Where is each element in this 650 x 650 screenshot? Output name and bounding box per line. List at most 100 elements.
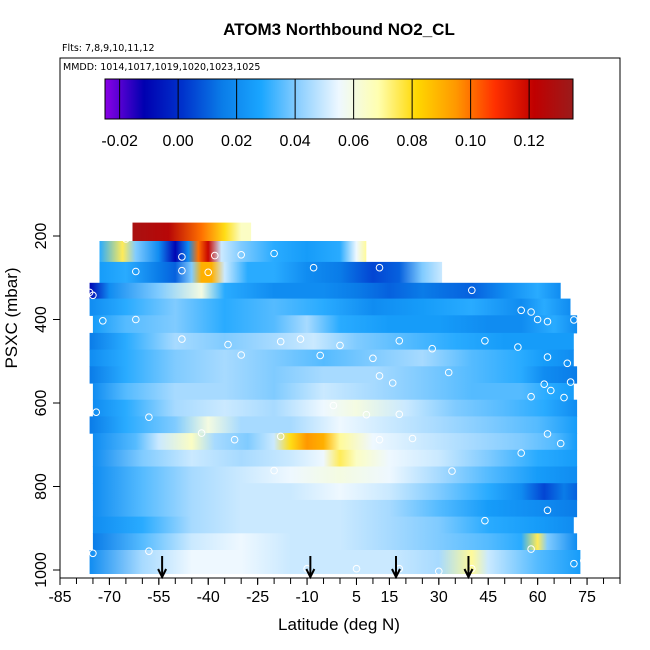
sample-point [547, 386, 555, 395]
heatmap-band [89, 298, 571, 316]
x-tick-label: -25 [246, 589, 269, 606]
sample-points [79, 235, 588, 576]
sample-point [178, 335, 186, 343]
x-tick-label: 60 [529, 589, 547, 606]
y-tick-label: 400 [33, 306, 50, 333]
x-axis: -85 -70 -55 -40 -25 -10 5 15 30 45 60 75 [48, 577, 621, 606]
sample-point [566, 378, 575, 386]
heatmap-band [92, 315, 578, 334]
sample-point [178, 253, 186, 261]
sample-point [270, 249, 278, 258]
sample-point [517, 306, 526, 315]
sample-point [388, 379, 397, 387]
sample-point [468, 286, 476, 295]
sample-point [89, 549, 97, 558]
sample-point [448, 467, 456, 475]
sample-point [309, 263, 318, 272]
sample-point [580, 557, 588, 565]
x-tick-label: -85 [48, 589, 71, 606]
sample-point [92, 408, 100, 417]
x-tick-label: -40 [197, 589, 220, 606]
heatmap-band [92, 483, 578, 501]
x-tick-label: 30 [430, 589, 448, 606]
sample-point [132, 267, 140, 276]
heatmap-band [89, 349, 574, 367]
sample-point [211, 251, 219, 260]
heatmap-band [92, 516, 574, 534]
sample-point [224, 340, 232, 349]
sample-point [204, 268, 212, 277]
sample-point [237, 251, 245, 259]
sample-point [375, 263, 384, 272]
sample-point [527, 308, 535, 316]
profile-arrow [157, 556, 168, 580]
chart-title: ATOM3 Northbound NO2_CL [223, 20, 455, 39]
sample-point [517, 449, 526, 457]
colorbar-tick-label: 0.04 [280, 133, 311, 150]
sample-point [270, 466, 278, 475]
sample-point [375, 372, 384, 380]
sample-point [89, 246, 97, 255]
heatmap-band [92, 433, 578, 451]
heatmap-band [89, 550, 581, 574]
sample-point [362, 410, 371, 419]
sample-point [408, 434, 417, 443]
x-tick-label: 75 [578, 589, 596, 606]
sample-point [276, 337, 285, 346]
heatmap-band [99, 261, 443, 284]
sample-point [514, 343, 522, 351]
sample-point [556, 439, 565, 448]
sample-point [543, 317, 552, 326]
colorbar-tick-label: 0.10 [455, 133, 486, 150]
sample-point [533, 315, 542, 324]
sample-point [296, 335, 305, 343]
dates-subtitle: MMDD: 1014,1017,1019,1020,1023,1025 [63, 62, 260, 73]
x-tick-label: -55 [147, 589, 170, 606]
sample-point [540, 380, 549, 389]
sample-point [89, 291, 97, 300]
sample-point [543, 430, 552, 438]
y-tick-label: 1000 [33, 552, 50, 588]
sample-point [352, 564, 361, 573]
sample-point [336, 341, 344, 350]
x-tick-label: -70 [98, 589, 121, 606]
sample-point [197, 429, 206, 437]
sample-point [527, 392, 535, 401]
sample-point [122, 235, 130, 243]
colorbar-tick-label: 0.00 [163, 133, 194, 150]
sample-point [316, 351, 325, 360]
colorbar-tick-label: -0.02 [101, 133, 138, 150]
colorbar-tick-label: 0.08 [397, 133, 428, 150]
sample-point [527, 545, 535, 553]
heatmap-band [92, 449, 578, 468]
colorbar-gradient [104, 78, 574, 120]
sample-point [435, 567, 443, 576]
y-tick-label: 800 [33, 473, 50, 500]
x-tick-label: 5 [352, 589, 361, 606]
colorbar-tick-label: 0.06 [338, 133, 369, 150]
heatmap-band [89, 282, 561, 300]
heatmap-band [92, 383, 574, 401]
sample-point [395, 337, 404, 345]
sample-point [570, 559, 578, 568]
profile-arrow [391, 556, 401, 580]
sample-point [481, 516, 489, 525]
heatmap-cells [89, 222, 581, 574]
sample-point [132, 315, 140, 324]
x-axis-title: Latitude (deg N) [278, 615, 400, 634]
sample-point [329, 401, 338, 410]
sample-point [99, 317, 107, 325]
colorbar: -0.02 0.00 0.02 0.04 0.06 0.08 0.10 0.12 [101, 78, 574, 150]
sample-point [79, 323, 87, 331]
sample-point [178, 266, 186, 275]
y-axis: 200 400 600 800 1000 [33, 223, 61, 588]
y-tick-label: 200 [33, 223, 50, 250]
profile-arrow [305, 556, 316, 580]
x-tick-label: -10 [295, 589, 318, 606]
sample-point [79, 344, 87, 352]
profile-markers [157, 556, 474, 580]
colorbar-tick-label: 0.02 [221, 133, 252, 150]
sample-point [230, 435, 239, 444]
heatmap-band [89, 366, 578, 384]
profile-arrow [463, 556, 474, 580]
